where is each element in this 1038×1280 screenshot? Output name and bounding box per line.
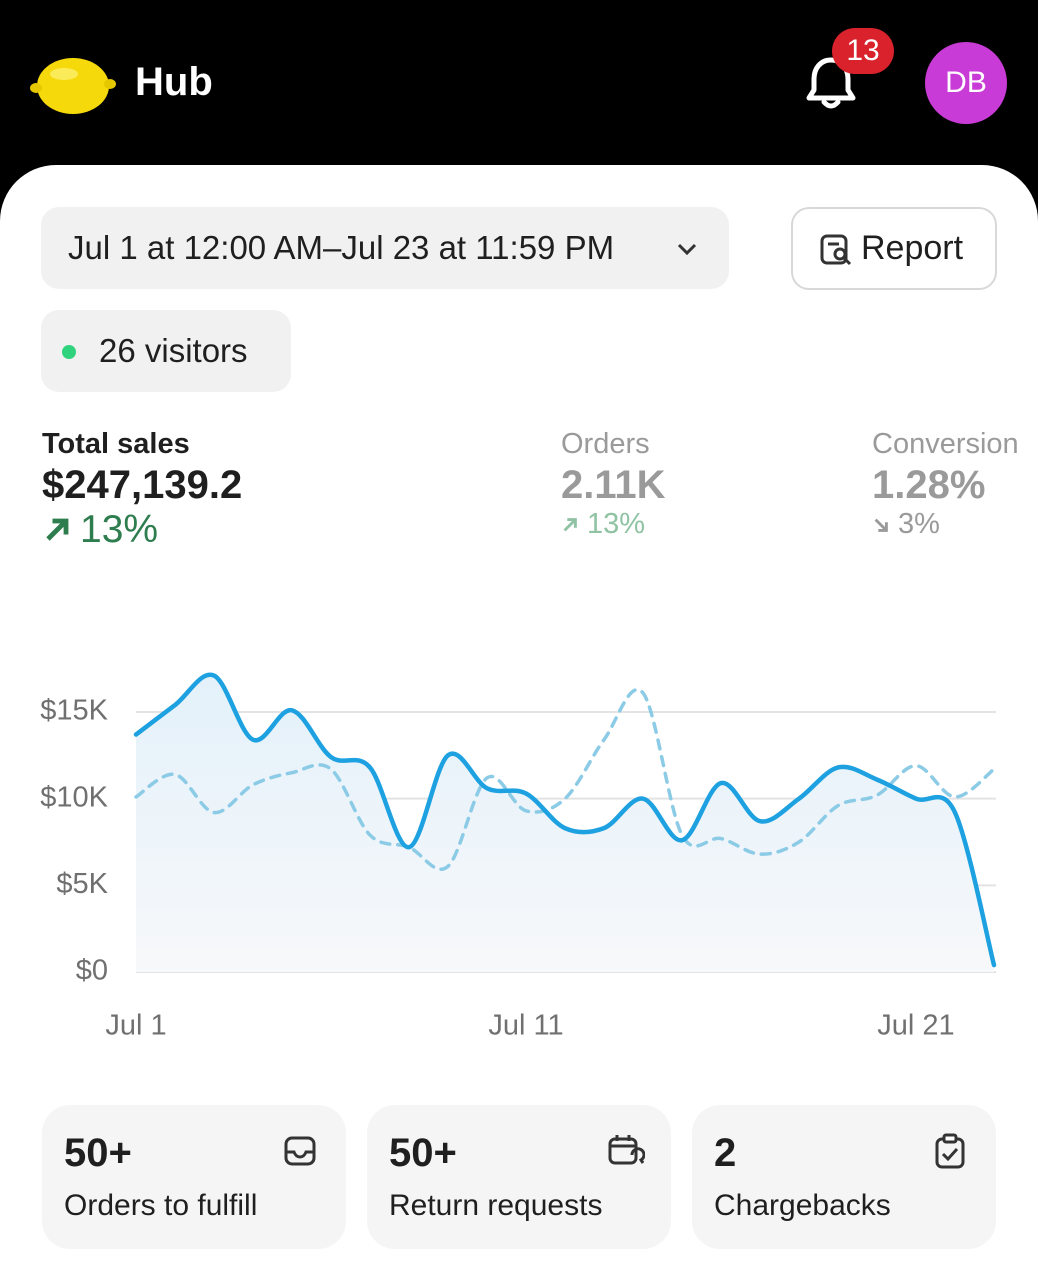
metric-label: Conversion <box>872 428 1019 460</box>
series-line <box>134 688 996 871</box>
card-value: 50+ <box>389 1131 457 1175</box>
metric-label: Orders <box>561 428 650 460</box>
metric-value: $247,139.2 <box>42 463 243 507</box>
arrow-path <box>874 518 888 532</box>
avatar[interactable]: DB <box>925 42 1007 124</box>
live-dot <box>62 345 76 359</box>
metric[interactable]: Total sales $247,139.2 13% <box>42 428 242 552</box>
card-icon <box>608 1135 645 1165</box>
icon-part <box>608 1137 638 1165</box>
metric-change: 13% <box>42 508 242 552</box>
lemon-logo <box>30 58 116 114</box>
report-label: Report <box>861 229 964 267</box>
card-icon <box>935 1133 965 1169</box>
card-value: 50+ <box>64 1131 132 1175</box>
icon-part <box>942 1133 958 1144</box>
metric[interactable]: Orders 2.11K 13% <box>561 428 666 541</box>
arrow-path <box>46 518 69 541</box>
trend-arrow <box>874 518 888 532</box>
notification-badge: 13 <box>832 28 894 74</box>
card-label: Return requests <box>389 1189 603 1222</box>
change-value: 13% <box>80 508 159 551</box>
x-tick-label: Jul 21 <box>877 1010 954 1042</box>
visitors-pill[interactable]: 26 visitors <box>41 310 291 392</box>
y-tick-label: $15K <box>40 695 108 727</box>
series-line <box>133 672 997 968</box>
card-label: Chargebacks <box>714 1189 891 1222</box>
sales-chart: $0 $5K $10K $15K Jul 1 Jul 11 Jul 21 <box>40 672 997 1042</box>
metric-value: 1.28% <box>872 463 986 507</box>
summary-card[interactable]: 2 Chargebacks <box>692 1105 996 1249</box>
metric[interactable]: Conversion 1.28% 3% <box>872 428 1019 541</box>
y-tick-label: $5K <box>56 868 108 900</box>
trend-arrow <box>563 517 577 531</box>
change-value: 13% <box>587 508 646 540</box>
card-label: Orders to fulfill <box>64 1189 258 1222</box>
app-name[interactable]: Hub <box>135 60 213 104</box>
y-tick-label: $0 <box>76 955 108 987</box>
visitors-text: 26 visitors <box>99 332 248 369</box>
chevron-icon <box>677 243 697 256</box>
metric-change: 13% <box>561 508 666 541</box>
metric-change: 3% <box>872 508 1019 541</box>
card-icon <box>284 1136 316 1166</box>
y-tick-label: $10K <box>40 781 108 813</box>
summary-card[interactable]: 50+ Return requests <box>367 1105 671 1249</box>
card-value: 2 <box>714 1131 737 1175</box>
date-range-text: Jul 1 at 12:00 AM–Jul 23 at 11:59 PM <box>68 229 615 266</box>
icon-part <box>941 1147 959 1162</box>
x-tick-label: Jul 11 <box>488 1010 563 1042</box>
trend-arrow <box>46 518 69 541</box>
metric-value: 2.11K <box>561 463 666 507</box>
date-range-picker[interactable]: Jul 1 at 12:00 AM–Jul 23 at 11:59 PM <box>41 207 729 289</box>
area <box>136 674 994 972</box>
arrow-path <box>563 517 577 531</box>
icon-part <box>630 1147 645 1164</box>
icon-part <box>286 1150 314 1159</box>
report-icon <box>820 234 852 266</box>
change-value: 3% <box>898 508 940 540</box>
report-button[interactable]: Report <box>791 207 997 290</box>
x-tick-label: Jul 1 <box>105 1010 166 1042</box>
summary-card[interactable]: 50+ Orders to fulfill <box>42 1105 346 1249</box>
metric-label: Total sales <box>42 428 190 460</box>
